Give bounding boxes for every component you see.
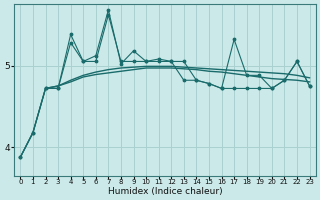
X-axis label: Humidex (Indice chaleur): Humidex (Indice chaleur) [108, 187, 222, 196]
